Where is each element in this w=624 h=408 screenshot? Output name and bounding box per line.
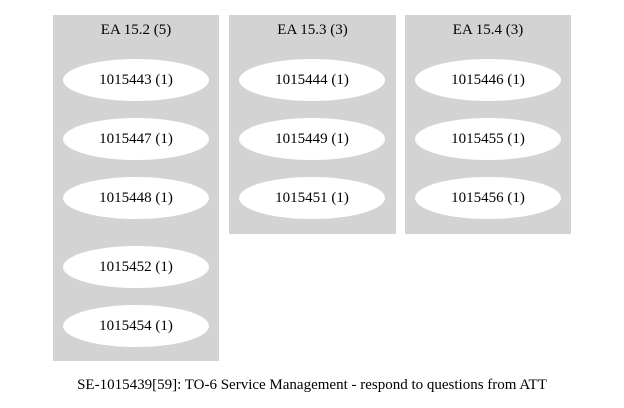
cluster-title: EA 15.3 (3) bbox=[277, 22, 348, 38]
node-ellipse[interactable]: 1015455 (1) bbox=[415, 118, 561, 160]
node-ellipse[interactable]: 1015447 (1) bbox=[63, 118, 209, 160]
node-ellipse[interactable]: 1015448 (1) bbox=[63, 177, 209, 219]
cluster-ea-15-4: EA 15.4 (3) 1015446 (1) 1015455 (1) 1015… bbox=[405, 15, 571, 234]
cluster-ea-15-2: EA 15.2 (5) 1015443 (1) 1015447 (1) 1015… bbox=[53, 15, 219, 361]
node-ellipse[interactable]: 1015456 (1) bbox=[415, 177, 561, 219]
node-ellipse[interactable]: 1015444 (1) bbox=[239, 59, 385, 101]
cluster-ea-15-3: EA 15.3 (3) 1015444 (1) 1015449 (1) 1015… bbox=[229, 15, 396, 234]
node-ellipse[interactable]: 1015446 (1) bbox=[415, 59, 561, 101]
node-ellipse[interactable]: 1015451 (1) bbox=[239, 177, 385, 219]
node-ellipse[interactable]: 1015452 (1) bbox=[63, 246, 209, 288]
cluster-title: EA 15.2 (5) bbox=[100, 22, 172, 38]
node-ellipse[interactable]: 1015443 (1) bbox=[63, 59, 209, 101]
node-ellipse[interactable]: 1015454 (1) bbox=[63, 305, 209, 347]
cluster-title: EA 15.4 (3) bbox=[452, 22, 524, 38]
diagram-caption: SE-1015439[59]: TO-6 Service Management … bbox=[77, 377, 547, 393]
node-ellipse[interactable]: 1015449 (1) bbox=[239, 118, 385, 160]
